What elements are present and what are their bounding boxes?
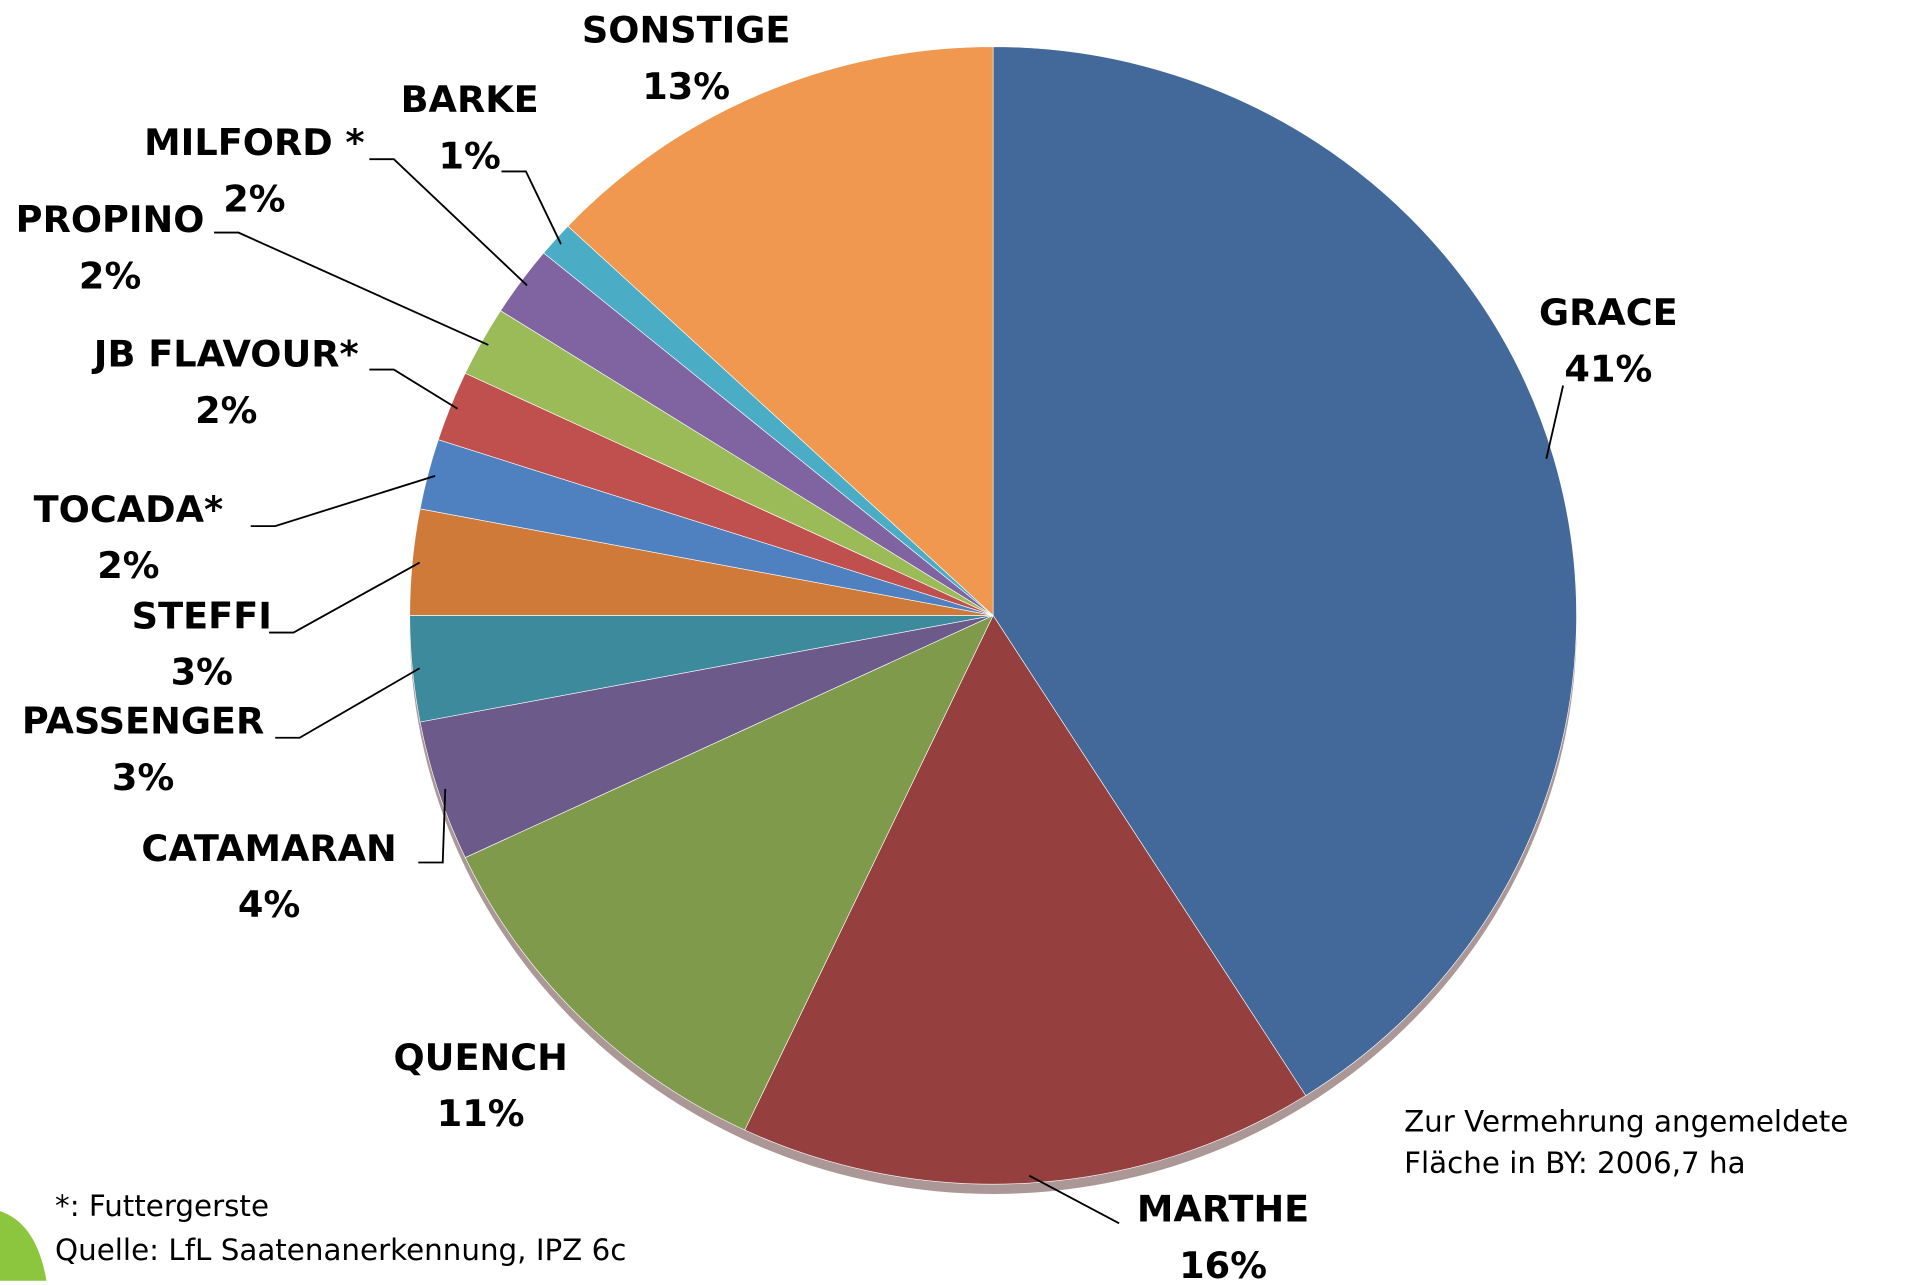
category-label: CATAMARAN bbox=[141, 827, 396, 870]
leader-line bbox=[418, 788, 447, 864]
slice bbox=[464, 614, 994, 1131]
category-label: STEFFI bbox=[132, 594, 272, 637]
leader-lines bbox=[214, 158, 1564, 1225]
value-label: 2% bbox=[97, 544, 159, 587]
footnote: *: Futtergerste bbox=[55, 1189, 269, 1223]
annotation: Fläche in BY: 2006,7 ha bbox=[1404, 1146, 1746, 1180]
category-label: BARKE bbox=[401, 78, 539, 121]
labels: GRACE 41% MARTHE 16% QUENCH 11% CATAMARAN 4% PAS… bbox=[16, 9, 1678, 1285]
leader-line bbox=[1545, 385, 1564, 460]
category-label: PROPINO bbox=[16, 198, 205, 241]
category-label: JB FLAVOUR* bbox=[91, 333, 359, 376]
category-label: TOCADA* bbox=[34, 488, 224, 531]
value-label: 1% bbox=[439, 134, 501, 177]
category-label: MILFORD * bbox=[144, 121, 364, 164]
category-label: QUENCH bbox=[393, 1036, 567, 1079]
value-label: 16% bbox=[1179, 1244, 1267, 1281]
leader-line bbox=[269, 561, 421, 634]
pie bbox=[409, 46, 1577, 1194]
value-label: 2% bbox=[79, 254, 141, 297]
value-label: 41% bbox=[1564, 347, 1652, 390]
value-label: 3% bbox=[112, 756, 174, 799]
leader-line bbox=[1028, 1174, 1120, 1225]
category-label: GRACE bbox=[1539, 291, 1678, 334]
logo-leaf bbox=[0, 1211, 47, 1281]
value-label: 2% bbox=[195, 389, 257, 432]
value-label: 4% bbox=[238, 883, 300, 926]
value-label: 13% bbox=[642, 65, 730, 108]
leader-line bbox=[214, 231, 489, 346]
value-label: 11% bbox=[437, 1092, 525, 1135]
category-label: PASSENGER bbox=[22, 700, 264, 743]
leader-line bbox=[369, 158, 528, 287]
slice bbox=[744, 614, 1307, 1185]
value-label: 2% bbox=[223, 177, 285, 220]
value-label: 3% bbox=[171, 651, 233, 694]
category-label: MARTHE bbox=[1137, 1188, 1309, 1231]
leader-line bbox=[250, 474, 436, 528]
leader-line bbox=[369, 368, 459, 410]
slice bbox=[992, 46, 1577, 1097]
annotation: Zur Vermehrung angemeldete bbox=[1404, 1105, 1848, 1139]
slice bbox=[567, 46, 994, 617]
leader-line bbox=[501, 170, 562, 245]
leader-line bbox=[275, 667, 421, 739]
category-label: SONSTIGE bbox=[582, 9, 791, 52]
footnote: Quelle: LfL Saatenanerkennung, IPZ 6c bbox=[55, 1233, 626, 1267]
